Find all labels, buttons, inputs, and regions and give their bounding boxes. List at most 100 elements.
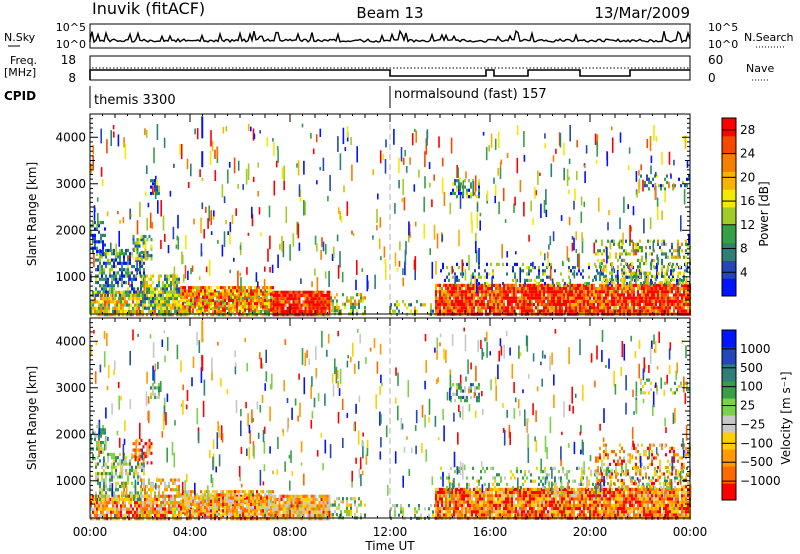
- data-cell: [107, 452, 109, 457]
- data-cell: [254, 289, 256, 293]
- data-cell: [160, 494, 162, 498]
- data-cell: [404, 261, 406, 276]
- data-cell: [553, 296, 555, 300]
- data-cell: [605, 281, 607, 285]
- data-cell: [560, 272, 562, 276]
- data-cell: [260, 297, 262, 301]
- data-cell: [190, 309, 192, 314]
- data-cell: [184, 313, 186, 317]
- data-cell: [97, 290, 99, 294]
- data-cell: [615, 278, 617, 282]
- data-cell: [593, 299, 595, 303]
- data-cell: [111, 456, 113, 460]
- data-cell: [613, 268, 616, 274]
- data-cell: [663, 299, 665, 303]
- data-cell: [310, 297, 313, 301]
- data-cell: [527, 283, 529, 287]
- data-cell: [92, 517, 94, 521]
- data-cell: [117, 271, 119, 275]
- data-cell: [220, 313, 222, 317]
- data-cell: [459, 185, 462, 192]
- data-cell: [208, 259, 211, 276]
- data-cell: [212, 289, 214, 293]
- data-cell: [150, 303, 152, 307]
- data-cell: [120, 510, 122, 514]
- data-cell: [663, 293, 665, 297]
- data-cell: [322, 306, 325, 310]
- data-cell: [673, 299, 675, 303]
- data-cell: [137, 475, 139, 479]
- data-cell: [379, 217, 382, 228]
- data-cell: [316, 297, 319, 301]
- data-cell: [110, 300, 112, 304]
- data-cell: [294, 306, 297, 310]
- data-cell: [141, 255, 143, 259]
- data-cell: [677, 252, 679, 256]
- data-cell: [364, 305, 366, 310]
- data-cell: [294, 293, 297, 298]
- data-cell: [339, 251, 341, 268]
- data-cell: [529, 309, 531, 313]
- data-cell: [218, 306, 220, 310]
- data-cell: [677, 255, 679, 259]
- data-cell: [320, 303, 323, 307]
- data-cell: [673, 293, 675, 297]
- data-cell: [513, 296, 515, 300]
- data-cell: [122, 297, 124, 301]
- data-cell: [94, 227, 96, 231]
- data-cell: [156, 517, 158, 521]
- data-cell: [222, 286, 224, 290]
- data-cell: [683, 299, 685, 303]
- data-cell: [582, 275, 584, 279]
- data-cell: [625, 287, 627, 291]
- data-cell: [515, 296, 517, 300]
- data-cell: [420, 303, 422, 307]
- data-cell: [214, 293, 216, 298]
- data-cell: [322, 293, 325, 298]
- data-cell: [298, 300, 301, 304]
- data-cell: [547, 287, 549, 291]
- data-cell: [633, 293, 635, 297]
- data-cell: [150, 287, 152, 291]
- data-cell: [513, 309, 515, 313]
- data-cell: [101, 271, 103, 275]
- data-cell: [242, 289, 244, 293]
- data-cell: [666, 174, 668, 178]
- data-cell: [623, 268, 625, 272]
- data-cell: [677, 306, 679, 310]
- data-cell: [675, 299, 677, 303]
- data-cell: [661, 252, 663, 256]
- data-cell: [671, 296, 673, 300]
- data-cell: [523, 293, 525, 297]
- data-cell: [503, 293, 505, 297]
- data-cell: [611, 271, 613, 275]
- data-cell: [633, 303, 635, 307]
- data-cell: [617, 293, 619, 297]
- data-cell: [141, 468, 143, 473]
- data-cell: [607, 283, 609, 287]
- data-cell: [679, 281, 681, 285]
- data-cell: [517, 290, 519, 294]
- freq-label: Freq.: [10, 54, 37, 67]
- data-cell: [282, 309, 285, 314]
- data-cell: [469, 303, 471, 307]
- data-cell: [540, 250, 542, 256]
- data-cell: [136, 507, 138, 511]
- data-cell: [319, 166, 321, 171]
- data-cell: [121, 274, 123, 278]
- data-cell: [675, 265, 677, 269]
- data-cell: [115, 484, 117, 489]
- data-cell: [661, 293, 663, 297]
- data-cell: [631, 262, 633, 266]
- nsearch-tick-top: 10^5: [708, 21, 738, 34]
- data-cell: [574, 266, 576, 270]
- data-cell: [240, 308, 242, 312]
- data-cell: [637, 258, 639, 262]
- data-cell: [122, 309, 124, 314]
- data-cell: [98, 224, 100, 228]
- data-cell: [463, 283, 465, 287]
- data-cell: [115, 258, 117, 262]
- data-cell: [119, 459, 121, 463]
- data-cell: [318, 297, 321, 301]
- data-cell: [670, 174, 672, 179]
